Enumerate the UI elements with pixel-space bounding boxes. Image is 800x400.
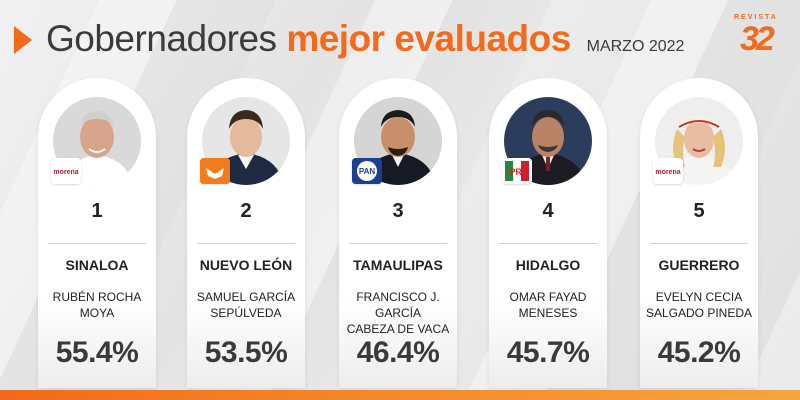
date-label: MARZO 2022 (586, 38, 685, 55)
rank: 1 (91, 200, 103, 222)
governor-name: RUBÉN ROCHA MOYA (52, 290, 142, 320)
bottom-accent-bar (0, 390, 800, 400)
divider (197, 243, 295, 244)
governor-name: EVELYN CECIA SALGADO PINEDA (645, 290, 753, 320)
rank: 3 (392, 200, 404, 222)
state-name: NUEVO LEÓN (199, 257, 293, 273)
governor-name: OMAR FAYAD MENESES (509, 290, 587, 320)
approval-percent: 45.7% (506, 336, 590, 369)
party-pri-icon: PRI (502, 158, 532, 184)
governor-card-3: PAN 3 TAMAULIPAS FRANCISCO J. GARCÍA CAB… (339, 78, 457, 388)
party-morena-icon: morena (653, 158, 683, 184)
governor-card-5: morena 5 GUERRERO EVELYN CECIA SALGADO P… (640, 78, 758, 388)
approval-percent: 53.5% (204, 336, 288, 369)
divider (349, 243, 447, 244)
state-name: GUERRERO (658, 257, 740, 273)
logo-text: REVISTA (734, 14, 778, 21)
approval-percent: 45.2% (657, 336, 741, 369)
party-pan-icon: PAN (352, 158, 382, 184)
state-name: HIDALGO (515, 257, 581, 273)
approval-percent: 55.4% (55, 336, 139, 369)
governor-card-2: 2 NUEVO LEÓN SAMUEL GARCÍA SEPÚLVEDA 53.… (187, 78, 305, 388)
title-part2: mejor evaluados (286, 18, 571, 59)
party-morena-icon: morena (51, 158, 81, 184)
svg-text:morena: morena (655, 169, 680, 176)
page-title: Gobernadores mejor evaluados MARZO 2022 (46, 18, 684, 60)
governor-card-4: PRI 4 HIDALGO OMAR FAYAD MENESES 45.7% (489, 78, 607, 388)
governor-card-1: morena 1 SINALOA RUBÉN ROCHA MOYA 55.4% (38, 78, 156, 388)
revista32-logo: REVISTA 32 (734, 14, 784, 64)
divider (650, 243, 748, 244)
divider (499, 243, 597, 244)
governor-name: SAMUEL GARCÍA SEPÚLVEDA (196, 290, 296, 320)
approval-percent: 46.4% (356, 336, 440, 369)
svg-text:PAN: PAN (359, 167, 376, 176)
play-arrow-icon (14, 26, 32, 54)
logo-number: 32 (740, 20, 775, 58)
svg-text:morena: morena (53, 169, 78, 176)
party-mc-icon (200, 158, 230, 184)
svg-text:PRI: PRI (509, 167, 524, 177)
title-part1: Gobernadores (46, 18, 277, 59)
state-name: TAMAULIPAS (353, 257, 443, 273)
divider (48, 243, 146, 244)
governor-name: FRANCISCO J. GARCÍA CABEZA DE VACA (346, 290, 450, 336)
header: Gobernadores mejor evaluados MARZO 2022 (12, 8, 792, 68)
state-name: SINALOA (65, 257, 129, 273)
rank: 2 (240, 200, 252, 222)
rank: 5 (693, 200, 705, 222)
rank: 4 (542, 200, 554, 222)
